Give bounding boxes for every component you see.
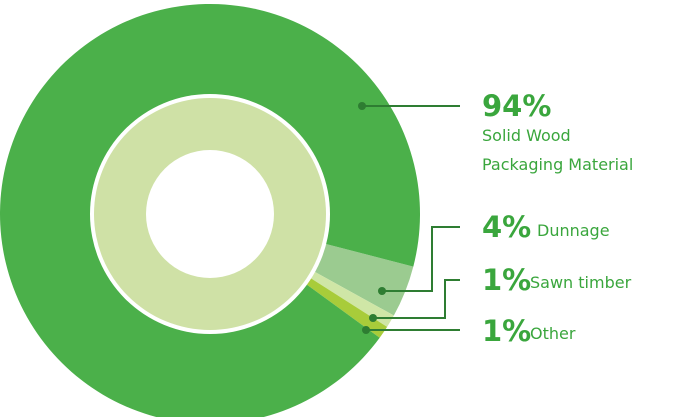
callouts-group: 94% Solid Wood Packaging Material 4% Dun… xyxy=(358,89,633,348)
callout-line-dunnage xyxy=(382,226,460,292)
label-text-dunnage: Dunnage xyxy=(537,221,610,240)
label-pct-other: 1% xyxy=(482,314,531,348)
label-pct-sawn-timber: 1% xyxy=(482,263,531,297)
label-text-solid-wood-2: Packaging Material xyxy=(482,155,633,174)
callout-dot-other xyxy=(362,326,370,334)
callout-dot-dunnage xyxy=(378,287,386,295)
callout-dot-sawn-timber xyxy=(369,314,377,322)
label-text-sawn-timber: Sawn timber xyxy=(530,273,632,292)
callout-other: 1% Other xyxy=(362,314,576,348)
callout-dot-solid-wood xyxy=(358,102,366,110)
label-pct-solid-wood: 94% xyxy=(482,89,551,123)
callout-line-sawn-timber xyxy=(373,279,460,319)
callout-dunnage: 4% Dunnage xyxy=(378,210,610,295)
callout-solid-wood: 94% Solid Wood Packaging Material xyxy=(358,89,633,174)
label-text-other: Other xyxy=(530,324,576,343)
label-text-solid-wood-1: Solid Wood xyxy=(482,126,571,145)
donut-hole xyxy=(146,150,274,278)
callout-sawn-timber: 1% Sawn timber xyxy=(369,263,632,322)
label-pct-dunnage: 4% xyxy=(482,210,531,244)
